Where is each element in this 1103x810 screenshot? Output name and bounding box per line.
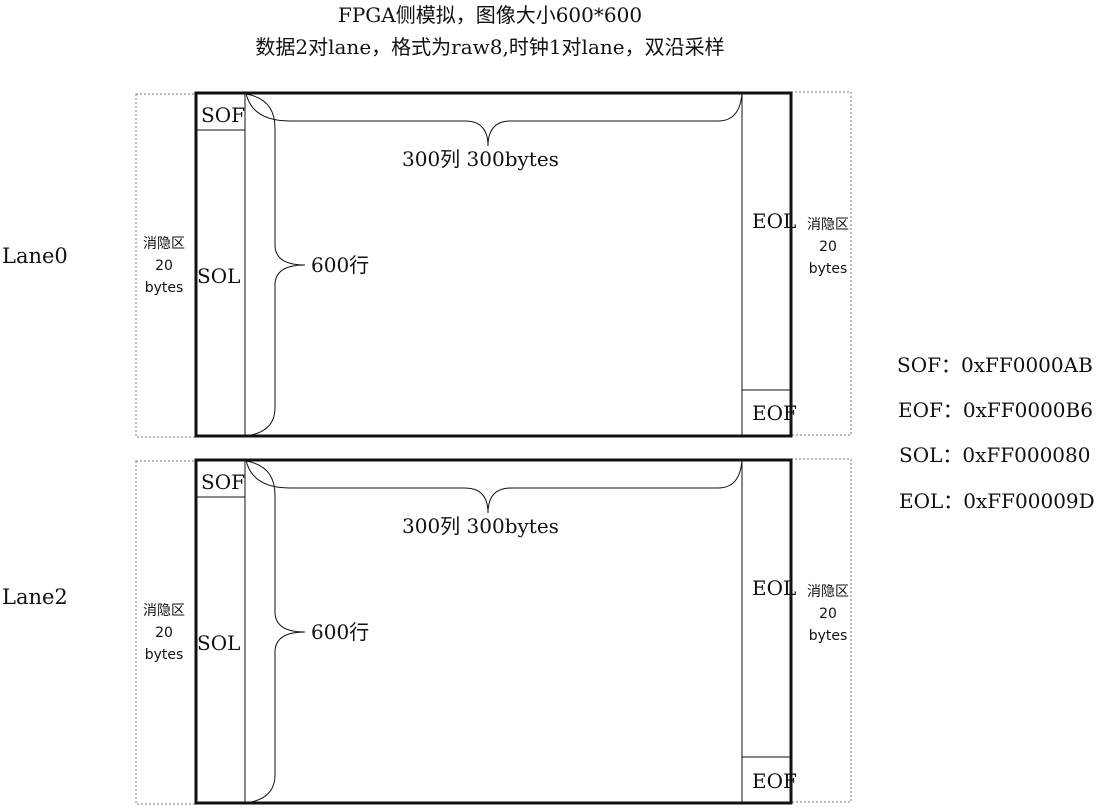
lane-0-blank-left-line-1: 消隐区 [143,236,185,252]
lane-0-rows-brace [245,93,306,437]
lane-0-blank-left-line-3: bytes [145,280,184,296]
lane-2-rows-label: 600行 [311,620,369,644]
lane-0-blank-left-box [135,93,197,438]
lane-2-rows-brace [245,460,306,804]
legend-eof: EOF：0xFF0000B6 [898,398,1093,422]
title-line-1: FPGA侧模拟，图像大小600*600 [338,3,642,27]
legend-eol: EOL：0xFF00009D [899,489,1095,513]
lane-2-blank-right-line-3: bytes [809,628,848,644]
lane-0-frame [194,91,793,438]
lane-0-sof-cell: SOF [201,103,245,127]
lane-0-label: Lane0 [2,244,68,268]
lane-0-blank-left-line-2: 20 [155,258,173,274]
lane-0-blank-right-line-2: 20 [819,239,837,255]
lane-2-blank-right-line-2: 20 [819,606,837,622]
lane-2-sol-cell: SOL [197,631,240,655]
legend-sol: SOL：0xFF000080 [899,443,1090,467]
lane-0-block: Lane0 消隐区 20 bytes 消隐区 20 bytes SOF SOL … [2,91,852,438]
lane-0-blank-right-line-3: bytes [809,261,848,277]
lane-0-blank-right-line-1: 消隐区 [807,217,849,233]
lane-2-columns-brace [245,459,743,514]
lane-2-blank-right-box [790,458,852,803]
lane-2-columns-label: 300列 300bytes [402,514,559,538]
lane-0-eol-cell: EOL [752,209,796,233]
lane-2-blank-left-line-2: 20 [155,625,173,641]
lane-0-columns-brace [245,92,743,147]
lane-0-eof-cell: EOF [752,401,797,425]
lane-2-frame [194,458,793,805]
lane-2-block: Lane2 消隐区 20 bytes 消隐区 20 bytes SOF SOL … [2,458,852,805]
lane-2-blank-right-line-1: 消隐区 [807,584,849,600]
lane-2-eof-cell: EOF [752,769,797,793]
lane-2-blank-left-line-1: 消隐区 [143,603,185,619]
lane-0-blank-right-box [790,91,852,436]
lane-0-columns-label: 300列 300bytes [402,147,559,171]
lane-2-blank-left-line-3: bytes [145,647,184,663]
lane-0-rows-label: 600行 [311,253,369,277]
lane-2-eol-cell: EOL [752,576,796,600]
title-line-2: 数据2对lane，格式为raw8,时钟1对lane，双沿采样 [255,35,724,59]
code-legend: SOF：0xFF0000AB EOF：0xFF0000B6 SOL：0xFF00… [897,353,1095,513]
lane-2-sof-cell: SOF [201,470,245,494]
lane-2-label: Lane2 [2,585,68,609]
lane-0-sol-cell: SOL [197,264,240,288]
legend-sof: SOF：0xFF0000AB [897,353,1093,377]
lane-2-blank-left-box [135,460,197,805]
